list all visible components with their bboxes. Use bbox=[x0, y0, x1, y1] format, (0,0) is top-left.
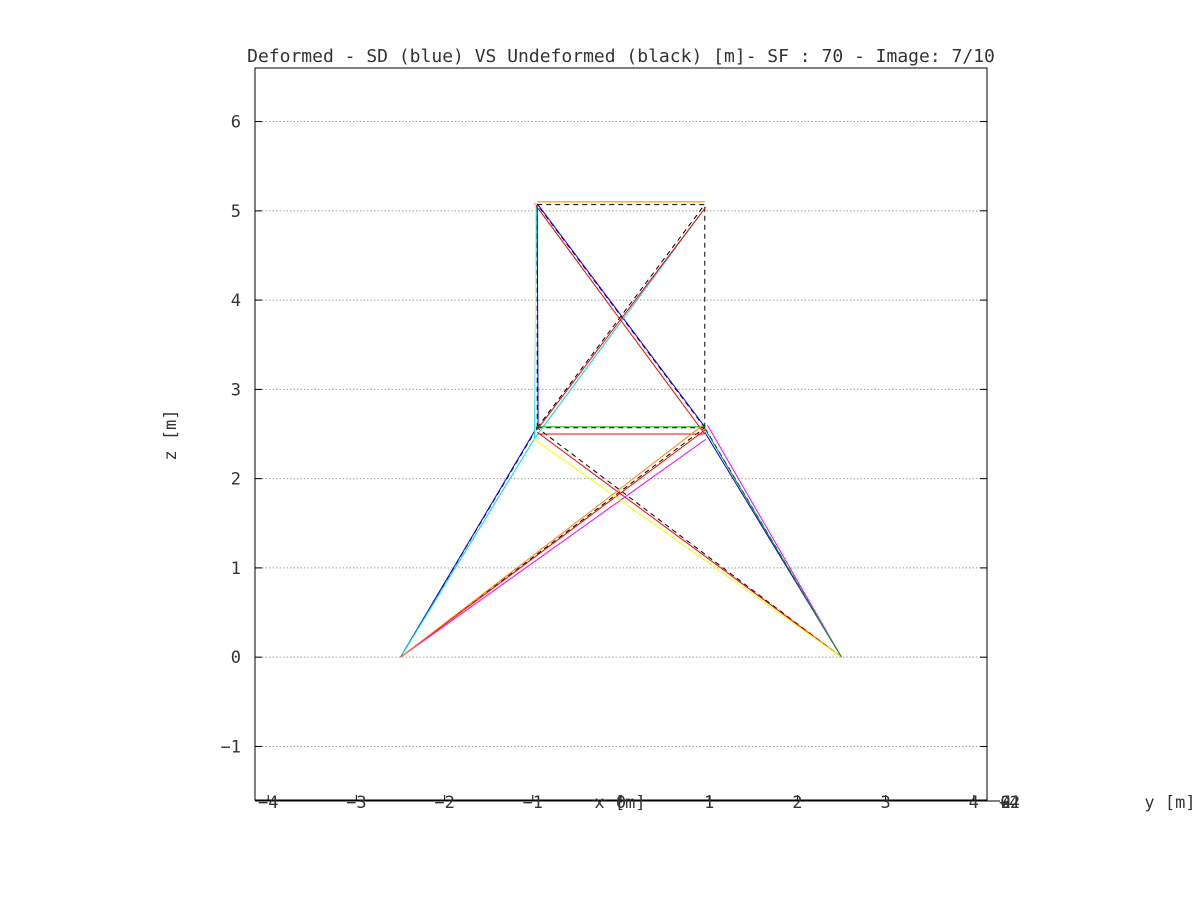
y-tick-label: 2 bbox=[1001, 793, 1011, 813]
series-1-segment bbox=[400, 424, 539, 658]
x-tick-label: −1 bbox=[523, 793, 543, 813]
series-3-segment bbox=[400, 429, 706, 658]
x-tick-label: 3 bbox=[880, 793, 890, 813]
y-axis-label: y [m] bbox=[1144, 793, 1195, 813]
series-1-segment bbox=[536, 203, 706, 428]
series-0-segment bbox=[536, 427, 842, 658]
series-6-segment bbox=[704, 428, 842, 658]
grid-lines bbox=[255, 121, 987, 747]
z-tick-label: −1 bbox=[221, 737, 241, 757]
x-tick-label: 1 bbox=[704, 793, 714, 813]
series-5-segment bbox=[532, 438, 842, 658]
z-tick-label: 4 bbox=[231, 291, 241, 311]
y-tick-label: 4 bbox=[1001, 793, 1011, 813]
plot-lines bbox=[400, 201, 842, 658]
z-tick-label: 0 bbox=[231, 648, 241, 668]
series-3-segment bbox=[536, 206, 707, 430]
x-axis-label: x [m] bbox=[594, 793, 645, 813]
series-3-segment bbox=[536, 431, 842, 658]
x-tick-label: 0 bbox=[616, 793, 626, 813]
z-tick-label: 1 bbox=[231, 559, 241, 579]
y-tick-label: 0 bbox=[1000, 793, 1010, 813]
z-tick-label: 6 bbox=[231, 113, 241, 133]
chart-title: Deformed - SD (blue) VS Undeformed (blac… bbox=[247, 46, 995, 67]
z-axis-label: z [m] bbox=[161, 409, 181, 460]
series-3-segment bbox=[534, 203, 706, 435]
z-tick-label: 2 bbox=[231, 470, 241, 490]
series-1-segment bbox=[536, 203, 539, 426]
x-tick-label: −3 bbox=[346, 793, 366, 813]
series-2-segment bbox=[400, 438, 535, 658]
x-tick-label: −2 bbox=[434, 793, 454, 813]
z-tick-label: 3 bbox=[231, 380, 241, 400]
x-tick-label: 2 bbox=[792, 793, 802, 813]
y-tick-label: −4 bbox=[999, 793, 1019, 813]
series-7-segment bbox=[400, 424, 704, 658]
series-2-segment bbox=[534, 206, 707, 439]
tick-marks bbox=[255, 121, 1000, 802]
x-tick-label: −4 bbox=[258, 793, 278, 813]
z-tick-label: 5 bbox=[231, 202, 241, 222]
series-4-segment bbox=[400, 438, 706, 658]
x-tick-label: 4 bbox=[969, 793, 979, 813]
y-tick-label: −2 bbox=[1000, 793, 1020, 813]
z-tick-labels: −1 0 1 2 3 4 5 6 bbox=[221, 113, 241, 758]
series-0-segment bbox=[536, 204, 706, 429]
x-tick-labels: −4 −3 −2 −1 0 1 2 3 4 bbox=[258, 793, 979, 813]
series-4-segment bbox=[706, 424, 842, 658]
